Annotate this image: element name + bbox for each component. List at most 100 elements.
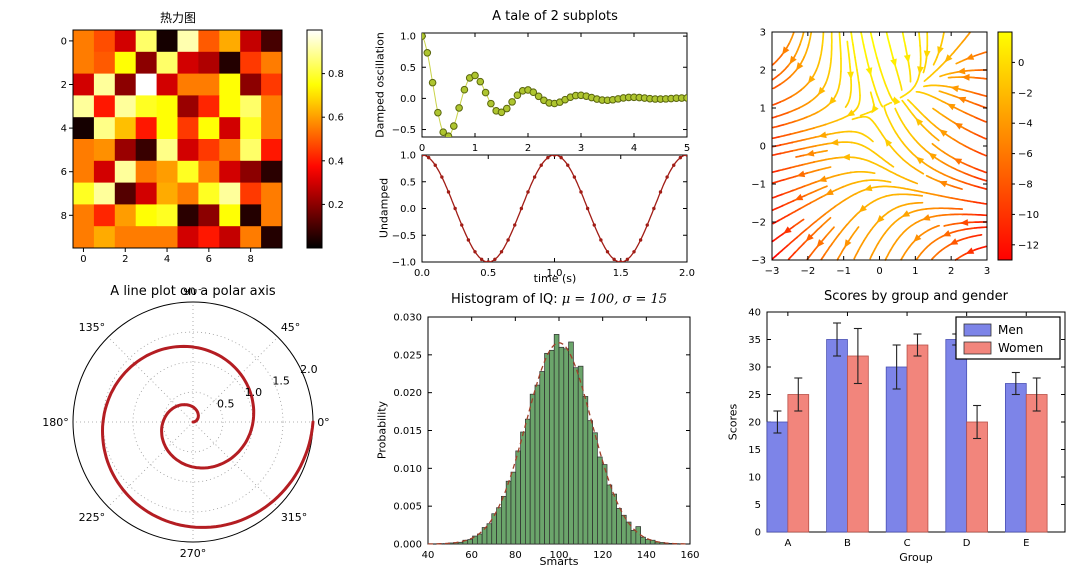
two-subplots-canvas: 0 1 2 3 4 5 1.0 0.5 0.0 −0.5 0.0 0.5 1.0 1.5 2.0 1.0 0.5… — [392, 32, 695, 279]
svg-text:−1.0: −1.0 — [392, 258, 416, 269]
svg-text:0.5: 0.5 — [400, 177, 416, 188]
svg-text:0.0: 0.0 — [414, 268, 430, 279]
svg-text:0: 0 — [80, 254, 86, 265]
svg-text:0.000: 0.000 — [393, 540, 422, 551]
svg-text:10: 10 — [748, 473, 761, 484]
svg-text:90°: 90° — [183, 289, 203, 298]
svg-text:1.5: 1.5 — [613, 268, 629, 279]
svg-text:3: 3 — [578, 143, 584, 154]
svg-text:2.0: 2.0 — [679, 268, 695, 279]
two-subplots-title: A tale of 2 subplots — [492, 9, 618, 24]
svg-text:0.4: 0.4 — [328, 156, 344, 167]
svg-text:270°: 270° — [180, 547, 207, 560]
svg-text:E: E — [1023, 538, 1029, 549]
svg-text:4: 4 — [61, 124, 67, 135]
svg-text:1: 1 — [472, 143, 478, 154]
grouped-bars-canvas: A B C D E 0 5 10 15 20 25 30 35 40 Men Women — [748, 308, 1066, 549]
svg-text:−1: −1 — [751, 180, 766, 191]
svg-text:20: 20 — [748, 418, 761, 429]
svg-text:0: 0 — [61, 36, 67, 47]
svg-text:−1: −1 — [836, 266, 851, 277]
svg-text:1: 1 — [912, 266, 918, 277]
heatmap-title: 热力图 — [159, 11, 197, 25]
svg-text:3: 3 — [760, 28, 766, 39]
group-xlabel: Group — [899, 551, 933, 564]
svg-text:−2: −2 — [751, 218, 766, 229]
histogram-title-text: Histogram of IQ: — [450, 292, 562, 307]
probability-ylabel: Probability — [375, 400, 389, 460]
svg-text:35: 35 — [748, 335, 761, 346]
heatmap-panel: 0 2 4 6 8 0 2 4 6 8 0.2 0.4 0.6 0.8 热力图 — [0, 0, 360, 288]
svg-text:−4: −4 — [1018, 119, 1033, 130]
svg-text:225°: 225° — [79, 511, 106, 524]
svg-text:D: D — [963, 538, 971, 549]
svg-text:0.5: 0.5 — [217, 398, 235, 411]
svg-text:−10: −10 — [1018, 210, 1039, 221]
svg-text:0.5: 0.5 — [400, 63, 416, 74]
svg-text:30: 30 — [748, 363, 761, 374]
svg-text:25: 25 — [748, 390, 761, 401]
svg-text:0.025: 0.025 — [393, 350, 422, 361]
svg-text:2: 2 — [61, 80, 67, 91]
two-subplots-panel: 0 1 2 3 4 5 1.0 0.5 0.0 −0.5 0.0 0.5 1.0 1.5 2.0 1.0 0.5… — [360, 0, 720, 288]
svg-text:0.5: 0.5 — [480, 268, 496, 279]
svg-text:0.030: 0.030 — [393, 313, 422, 324]
svg-text:1: 1 — [760, 104, 766, 115]
undamped-ylabel: Undamped — [377, 177, 391, 239]
svg-text:−3: −3 — [765, 266, 780, 277]
svg-text:2: 2 — [122, 254, 128, 265]
svg-text:140: 140 — [637, 550, 656, 561]
polar-canvas: 0.5 1.0 1.5 2.0 0° 45° 90° 135° 180° 225° 270° 315° — [42, 289, 330, 560]
svg-text:0.0: 0.0 — [400, 204, 416, 215]
smarts-xlabel: Smarts — [539, 555, 579, 568]
svg-text:C: C — [904, 538, 911, 549]
svg-text:−2: −2 — [800, 266, 815, 277]
svg-text:0: 0 — [1018, 58, 1024, 69]
svg-text:0.020: 0.020 — [393, 388, 422, 399]
svg-text:−12: −12 — [1018, 240, 1039, 251]
svg-text:1.0: 1.0 — [245, 386, 263, 399]
svg-text:2: 2 — [525, 143, 531, 154]
svg-text:0.015: 0.015 — [393, 426, 422, 437]
svg-text:1.0: 1.0 — [400, 32, 416, 43]
svg-text:5: 5 — [755, 500, 761, 511]
svg-text:6: 6 — [206, 254, 212, 265]
svg-text:Women: Women — [998, 341, 1043, 355]
svg-text:120: 120 — [593, 550, 612, 561]
svg-text:0.8: 0.8 — [328, 69, 344, 80]
histogram-canvas: 40 60 80 100 120 140 160 0.000 0.005 0.010 0.015 0.… — [393, 313, 699, 562]
svg-text:2.0: 2.0 — [300, 363, 318, 376]
scores-ylabel: Scores — [726, 403, 740, 441]
svg-text:5: 5 — [684, 143, 690, 154]
svg-text:0°: 0° — [317, 416, 330, 429]
damped-ylabel: Damped oscillation — [373, 32, 387, 138]
histogram-panel: 40 60 80 100 120 140 160 0.000 0.005 0.010 0.015 0.… — [360, 289, 720, 577]
svg-text:4: 4 — [631, 143, 637, 154]
svg-text:60: 60 — [465, 550, 478, 561]
svg-text:80: 80 — [509, 550, 522, 561]
streamplot-panel: −3 −2 −1 0 1 2 3 −3 −2 −1 0 1 2 3 0 −2 −4 −6 −8 −10 −12 — [720, 0, 1080, 288]
svg-text:−3: −3 — [751, 256, 766, 267]
svg-text:3: 3 — [984, 266, 990, 277]
svg-text:−2: −2 — [1018, 88, 1033, 99]
svg-text:40: 40 — [748, 308, 761, 319]
svg-text:−8: −8 — [1018, 180, 1033, 191]
svg-text:1.5: 1.5 — [272, 375, 290, 388]
svg-text:0: 0 — [755, 528, 761, 539]
polar-title: A line plot on a polar axis — [110, 284, 276, 299]
svg-text:40: 40 — [422, 550, 435, 561]
svg-text:1.0: 1.0 — [547, 268, 563, 279]
svg-text:6: 6 — [61, 167, 67, 178]
svg-text:8: 8 — [247, 254, 253, 265]
svg-text:B: B — [844, 538, 851, 549]
svg-text:315°: 315° — [281, 511, 308, 524]
svg-text:Men: Men — [998, 323, 1023, 337]
svg-text:0: 0 — [876, 266, 882, 277]
svg-text:100: 100 — [549, 550, 568, 561]
svg-text:0: 0 — [419, 143, 425, 154]
svg-text:160: 160 — [680, 550, 699, 561]
histogram-title: Histogram of IQ: μ = 100, σ = 15 — [451, 293, 667, 307]
svg-text:−0.5: −0.5 — [392, 125, 416, 136]
svg-text:180°: 180° — [42, 416, 69, 429]
